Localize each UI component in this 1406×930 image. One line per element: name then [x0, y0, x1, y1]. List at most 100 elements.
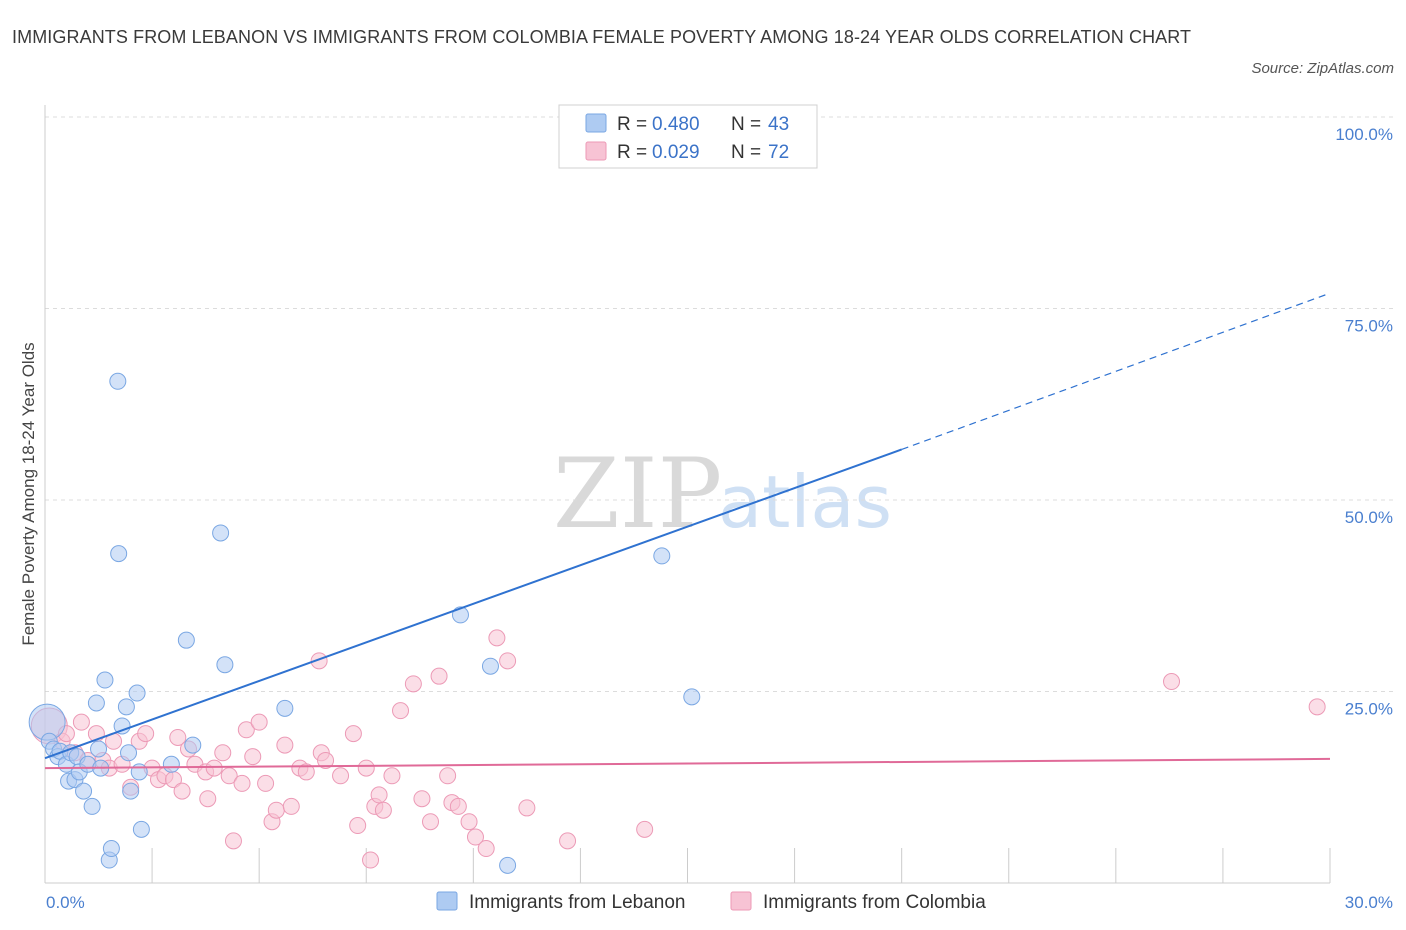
legend-n-value-lebanon: 43 [768, 114, 789, 135]
colombia-point [488, 629, 506, 647]
y-axis-label: Female Poverty Among 18-24 Year Olds [19, 342, 38, 645]
lebanon-point [90, 740, 108, 758]
legend-r-value-colombia: 0.029 [652, 142, 700, 163]
legend-n-label: N = [731, 114, 761, 135]
lebanon-point [177, 631, 195, 649]
colombia-point [199, 790, 217, 808]
colombia-point [317, 751, 335, 769]
lebanon-trend-extension [901, 292, 1331, 451]
colombia-point [636, 820, 654, 838]
colombia-trend-line [44, 757, 1331, 770]
x-ticks [151, 848, 1331, 883]
lebanon-point [110, 545, 128, 563]
colombia-point [297, 763, 315, 781]
colombia-point [404, 675, 422, 693]
colombia-point [559, 832, 577, 850]
colombia-point [250, 713, 268, 731]
y-tick-label: 25.0% [1345, 700, 1393, 719]
colombia-point [137, 725, 155, 743]
lebanon-point [96, 671, 114, 689]
colombia-point [413, 790, 431, 808]
bottom-legend-swatch-colombia [730, 891, 752, 911]
colombia-point [237, 721, 255, 739]
colombia-point [1308, 698, 1326, 716]
legend-n-value-colombia: 72 [768, 142, 789, 163]
colombia-point [383, 767, 401, 785]
y-tick-label: 50.0% [1345, 508, 1393, 527]
colombia-point [477, 840, 495, 858]
lebanon-point [122, 782, 140, 800]
colombia-point [518, 799, 536, 817]
bottom-legend-label-lebanon: Immigrants from Lebanon [469, 892, 686, 913]
bottom-legend-label-colombia: Immigrants from Colombia [763, 892, 986, 913]
lebanon-point [216, 656, 234, 674]
colombia-point [205, 759, 223, 777]
lebanon-point [128, 684, 146, 702]
watermark-zip: ZIP [553, 438, 722, 550]
lebanon-point [162, 755, 180, 773]
legend-swatch-colombia [585, 141, 607, 161]
y-tick-label: 75.0% [1345, 317, 1393, 336]
legend-r-label: R = [617, 114, 647, 135]
tick-labels: 100.0% 75.0% 50.0% 25.0% 0.0% 30.0% [46, 125, 1393, 912]
colombia-point [362, 851, 380, 869]
colombia-point [439, 767, 457, 785]
colombia-point [173, 782, 191, 800]
lebanon-point [130, 763, 148, 781]
bottom-legend: Immigrants from Lebanon Immigrants from … [436, 891, 986, 913]
colombia-point [357, 759, 375, 777]
lebanon-point [212, 524, 230, 542]
colombia-point [370, 786, 388, 804]
lebanon-point [87, 694, 105, 712]
colombia-point [460, 813, 478, 831]
lebanon-point [683, 688, 701, 706]
colombia-point [224, 832, 242, 850]
y-tick-label: 100.0% [1335, 125, 1393, 144]
legend-n-label: N = [731, 142, 761, 163]
lebanon-point [102, 840, 120, 858]
x-tick-label: 30.0% [1345, 893, 1393, 912]
lebanon-point [653, 547, 671, 565]
lebanon-point [120, 744, 138, 762]
lebanon-point [499, 856, 517, 874]
source-label: Source: ZipAtlas.com [1251, 60, 1394, 77]
colombia-point [267, 801, 285, 819]
colombia-point [344, 725, 362, 743]
lebanon-point [109, 372, 127, 390]
colombia-point [233, 774, 251, 792]
bottom-legend-swatch-lebanon [436, 891, 458, 911]
colombia-point [1163, 673, 1181, 691]
colombia-point [214, 744, 232, 762]
colombia-point [169, 728, 187, 746]
trend-lines [44, 292, 1331, 770]
colombia-point [392, 702, 410, 720]
colombia-point [276, 736, 294, 754]
colombia-point [430, 667, 448, 685]
colombia-point [466, 828, 484, 846]
chart-title: IMMIGRANTS FROM LEBANON VS IMMIGRANTS FR… [12, 27, 1192, 47]
x-tick-label: 0.0% [46, 893, 85, 912]
lebanon-point [184, 736, 202, 754]
lebanon-point [117, 698, 135, 716]
lebanon-point [75, 782, 93, 800]
legend-r-label: R = [617, 142, 647, 163]
lebanon-point [132, 820, 150, 838]
colombia-point [499, 652, 517, 670]
legend-box: R = 0.480 N = 43 R = 0.029 N = 72 [558, 104, 818, 169]
legend-swatch-lebanon [585, 113, 607, 133]
lebanon-point [83, 797, 101, 815]
colombia-point [244, 748, 262, 766]
colombia-point [374, 801, 392, 819]
colombia-point [422, 813, 439, 831]
colombia-point [349, 817, 367, 835]
colombia-point [332, 767, 350, 785]
colombia-point [282, 797, 300, 815]
lebanon-point [276, 699, 294, 717]
colombia-point [449, 797, 467, 815]
legend-r-value-lebanon: 0.480 [652, 114, 700, 135]
colombia-point [72, 713, 90, 731]
lebanon-trend-line [44, 448, 903, 760]
watermark-atlas: atlas [718, 460, 892, 544]
lebanon-point [481, 657, 499, 675]
